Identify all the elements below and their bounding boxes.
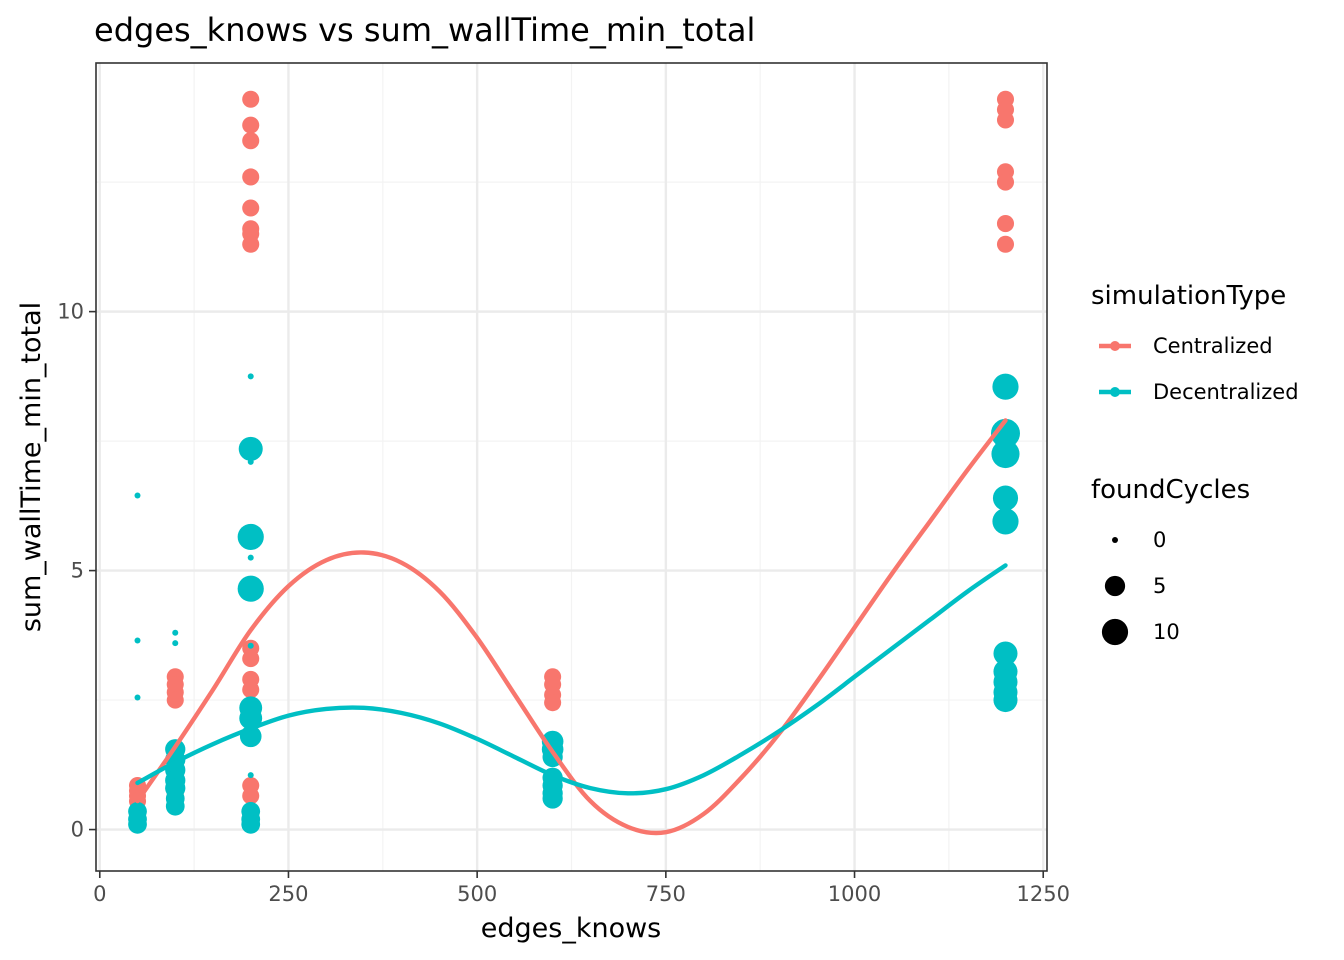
y-tick-label: 5 [71,559,84,583]
data-point-centralized [242,787,260,805]
data-point-decentralized [992,373,1019,400]
data-point-centralized [996,215,1015,233]
legend-label: 10 [1153,620,1180,644]
data-point-decentralized [247,642,254,649]
points-layer [128,90,1020,834]
smooth-line-decentralized [135,563,1008,796]
smooth-layer [135,418,1008,836]
chart-title: edges_knows vs sum_wallTime_min_total [94,11,755,49]
x-tick-label: 250 [268,882,308,906]
data-point-centralized [242,132,260,150]
x-axis: 0 250 500 750 1000 1250 [93,871,1070,906]
data-point-decentralized [172,629,179,636]
data-point-centralized [996,111,1015,129]
legend-label: 0 [1153,528,1166,552]
data-point-decentralized [247,772,254,779]
data-point-centralized [242,168,260,186]
data-point-decentralized [247,554,254,561]
x-tick-label: 500 [457,882,497,906]
data-point-decentralized [241,815,261,834]
data-point-decentralized [237,523,264,551]
legend-size-point [1112,537,1118,543]
legend-found-cycles: foundCycles 0 5 10 [1091,475,1250,646]
data-point-decentralized [993,688,1018,713]
grid-major [96,63,1047,871]
data-point-decentralized [991,440,1020,469]
data-point-centralized [166,691,184,709]
data-point-decentralized [134,637,141,644]
legend-label: 5 [1153,574,1166,598]
data-point-decentralized [990,418,1020,448]
data-point-decentralized [247,458,254,465]
legend-size-keys: 0 5 10 [1101,528,1180,646]
smooth-line-centralized [135,418,1008,836]
legend-color-title: simulationType [1091,281,1286,311]
x-tick-label: 750 [646,882,686,906]
legend-key-point [1110,341,1120,351]
legend-size-point [1101,618,1129,646]
y-tick-label: 10 [57,300,84,324]
data-point-decentralized [237,575,264,602]
data-point-centralized [544,694,562,712]
data-point-decentralized [238,436,263,461]
data-point-decentralized [992,485,1019,511]
data-point-decentralized [542,788,563,809]
x-axis-label: edges_knows [481,913,661,944]
y-tick-label: 0 [71,818,84,842]
legend-label: Centralized [1153,334,1273,358]
data-point-decentralized [993,641,1018,666]
y-axis: 0 5 10 [57,300,96,842]
legend-label: Decentralized [1153,380,1299,404]
legend-simulation-type: simulationType Centralized Decentralized [1091,281,1299,404]
data-point-centralized [242,681,260,699]
data-point-decentralized [992,508,1019,535]
data-point-centralized [996,173,1015,191]
legend-size-title: foundCycles [1091,475,1250,505]
data-point-centralized [242,235,260,253]
data-point-decentralized [128,815,147,834]
data-point-centralized [996,235,1015,253]
x-tick-label: 1250 [1016,882,1069,906]
data-point-centralized [242,199,260,217]
data-point-centralized [242,116,260,134]
legend-size-point [1104,575,1126,597]
data-point-decentralized [134,694,141,701]
data-point-decentralized [134,492,141,499]
data-point-decentralized [172,640,179,647]
data-point-decentralized [165,796,185,816]
legend-color-keys: Centralized Decentralized [1099,334,1299,404]
data-point-centralized [242,650,260,668]
data-point-centralized [242,90,260,108]
x-tick-label: 0 [93,882,106,906]
panel-border [95,62,1048,872]
plot-panel [95,62,1048,872]
x-tick-label: 1000 [828,882,881,906]
y-axis-label: sum_wallTime_min_total [16,302,47,632]
data-point-decentralized [239,706,263,730]
data-point-decentralized [247,373,254,380]
legend-key-point [1110,387,1120,397]
